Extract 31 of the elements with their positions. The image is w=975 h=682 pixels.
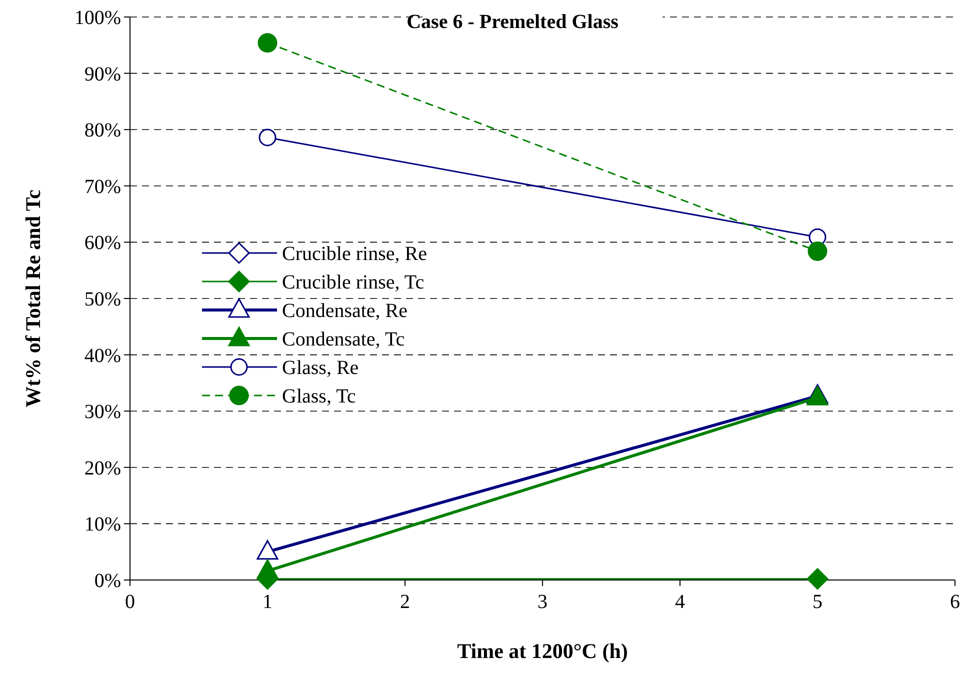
x-tick-label: 2 xyxy=(400,591,410,613)
point xyxy=(806,568,828,590)
y-tick-label: 60% xyxy=(84,232,121,254)
y-tick-label: 100% xyxy=(74,7,121,29)
legend-label: Crucible rinse, Re xyxy=(282,243,428,265)
chart-title: Case 6 - Premelted Glass xyxy=(406,11,619,33)
y-tick-label: 70% xyxy=(84,176,121,198)
point xyxy=(808,241,828,261)
y-tick-label: 50% xyxy=(84,288,121,310)
point xyxy=(258,128,276,146)
x-tick-label: 6 xyxy=(950,591,960,613)
y-axis-title: Wt% of Total Re and Tc xyxy=(21,190,45,408)
x-tick-label: 5 xyxy=(812,591,822,613)
legend-label: Glass, Re xyxy=(282,357,359,379)
x-tick-label: 0 xyxy=(125,591,135,613)
x-tick-label: 1 xyxy=(262,591,272,613)
legend-label: Condensate, Tc xyxy=(282,328,405,350)
x-tick-label: 4 xyxy=(675,591,685,613)
x-axis-title: Time at 1200°C (h) xyxy=(457,639,628,663)
y-tick-label: 20% xyxy=(84,457,121,480)
y-tick-label: 40% xyxy=(84,344,121,367)
y-tick-label: 30% xyxy=(84,401,121,424)
legend-label: Crucible rinse, Tc xyxy=(282,272,424,294)
legend-label: Glass, Tc xyxy=(282,386,356,408)
legend-label: Condensate, Re xyxy=(282,300,408,322)
y-tick-label: 0% xyxy=(94,570,121,592)
y-tick-label: 90% xyxy=(84,63,121,86)
y-tick-label: 80% xyxy=(84,120,121,142)
x-tick-label: 3 xyxy=(538,591,548,613)
point xyxy=(258,33,278,53)
y-tick-label: 10% xyxy=(84,514,121,536)
